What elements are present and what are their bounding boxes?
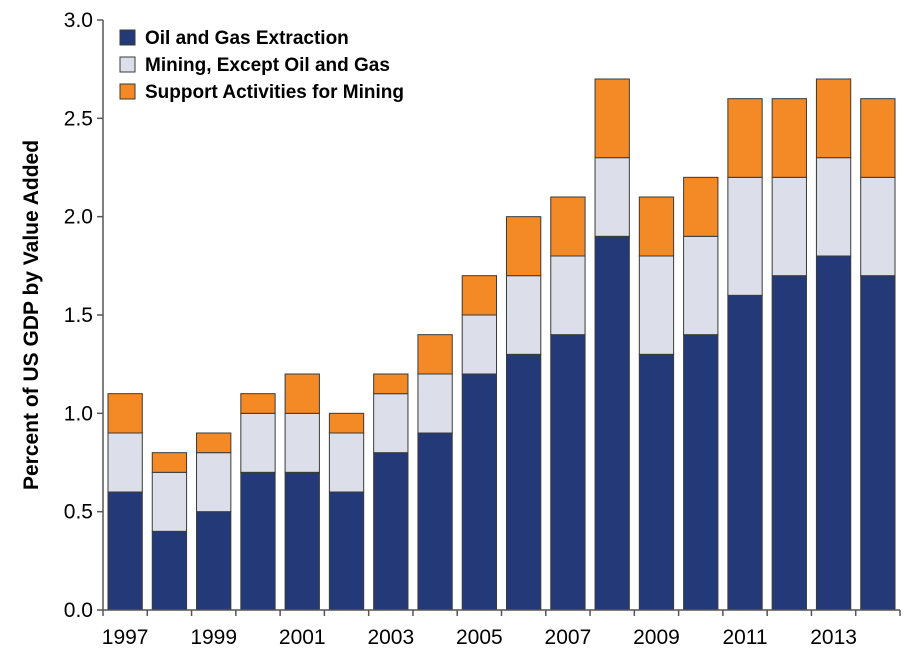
bar-2012-series-2	[771, 98, 807, 178]
bar-2011-series-2	[727, 98, 763, 178]
legend-swatch-2	[119, 83, 136, 100]
legend: Oil and Gas Extraction Mining, Except Oil…	[119, 28, 404, 103]
bar-2004-series-2	[417, 334, 453, 375]
bar-2004-series-1	[417, 373, 453, 434]
bar-2000-series-1	[240, 412, 276, 473]
bar-2013-series-0	[815, 255, 852, 611]
bar-1997-series-2	[107, 393, 143, 434]
bar-2011-series-0	[727, 294, 763, 611]
bar-2009-series-1	[638, 255, 675, 355]
legend-label-1: Mining, Except Oil and Gas	[145, 55, 390, 76]
bar-2014-series-0	[860, 275, 896, 611]
x-tick-label: 2003	[367, 626, 414, 649]
bar-2007-series-1	[550, 255, 586, 336]
y-tick-label: 2.0	[64, 206, 93, 229]
bar-2012-series-1	[771, 176, 807, 277]
x-tick-label: 2009	[633, 626, 680, 649]
x-tick-label: 1999	[190, 626, 237, 649]
legend-label-2: Support Activities for Mining	[145, 82, 404, 103]
y-tick-label: 1.5	[64, 304, 93, 327]
bar-2001-series-1	[284, 412, 320, 473]
axes-group	[97, 19, 901, 616]
bar-2002-series-1	[328, 432, 365, 493]
bar-2014-series-2	[860, 98, 896, 178]
bar-2011-series-1	[727, 176, 763, 296]
bar-2007-series-0	[550, 334, 586, 611]
bar-1997-series-1	[107, 432, 143, 493]
x-tick-label: 2013	[810, 626, 857, 649]
bar-2012-series-0	[771, 275, 807, 611]
legend-swatch-0	[119, 29, 136, 46]
bar-1999-series-2	[196, 432, 232, 454]
bar-2010-series-1	[683, 235, 719, 336]
bar-2013-series-1	[815, 157, 852, 257]
bar-1998-series-2	[151, 452, 188, 473]
bar-1997-series-0	[107, 491, 143, 611]
y-tick-label: 3.0	[64, 9, 93, 32]
bar-2006-series-0	[505, 353, 542, 611]
bars-group	[107, 78, 896, 611]
bar-2005-series-1	[461, 314, 498, 375]
bar-1999-series-0	[196, 511, 232, 611]
legend-swatch-1	[119, 56, 136, 73]
bar-2003-series-1	[373, 393, 409, 454]
tick-labels-group: 0.0 0.5 1.0 1.5 2.0 2.5 3.0 1997 1999 2001 2003 200…	[64, 9, 857, 649]
bar-2008-series-0	[594, 235, 630, 611]
y-axis-title: Percent of US GDP by Value Added	[20, 140, 43, 490]
y-tick-label: 1.0	[64, 402, 93, 425]
bar-2000-series-2	[240, 393, 276, 414]
bar-2008-series-2	[594, 78, 630, 159]
y-tick-label: 0.0	[64, 599, 93, 622]
bar-2009-series-0	[638, 353, 675, 611]
bar-2003-series-0	[373, 452, 409, 611]
bar-2002-series-2	[328, 412, 365, 434]
bar-2010-series-2	[683, 176, 719, 237]
bar-2002-series-0	[328, 491, 365, 611]
bar-2006-series-2	[505, 216, 542, 277]
bar-2005-series-0	[461, 373, 498, 611]
x-tick-label: 2007	[545, 626, 592, 649]
bar-2004-series-0	[417, 432, 453, 611]
legend-label-0: Oil and Gas Extraction	[145, 28, 349, 49]
bar-2001-series-2	[284, 373, 320, 414]
x-tick-label: 2005	[456, 626, 503, 649]
x-tick-label: 2001	[279, 626, 326, 649]
y-tick-label: 2.5	[64, 107, 93, 130]
bar-2009-series-2	[638, 196, 675, 257]
bar-1998-series-0	[151, 530, 188, 611]
bar-1999-series-1	[196, 452, 232, 513]
bar-2014-series-1	[860, 176, 896, 277]
y-tick-label: 0.5	[64, 501, 93, 524]
bar-2003-series-2	[373, 373, 409, 395]
x-tick-label: 2011	[722, 626, 767, 649]
bar-2007-series-2	[550, 196, 586, 257]
bar-2008-series-1	[594, 157, 630, 237]
bar-2001-series-0	[284, 471, 320, 611]
bar-2005-series-2	[461, 275, 498, 316]
bar-2010-series-0	[683, 334, 719, 611]
bar-2013-series-2	[815, 78, 852, 159]
x-tick-label: 1997	[102, 626, 149, 649]
bar-2000-series-0	[240, 471, 276, 611]
bar-2006-series-1	[505, 275, 542, 355]
bar-1998-series-1	[151, 471, 188, 532]
